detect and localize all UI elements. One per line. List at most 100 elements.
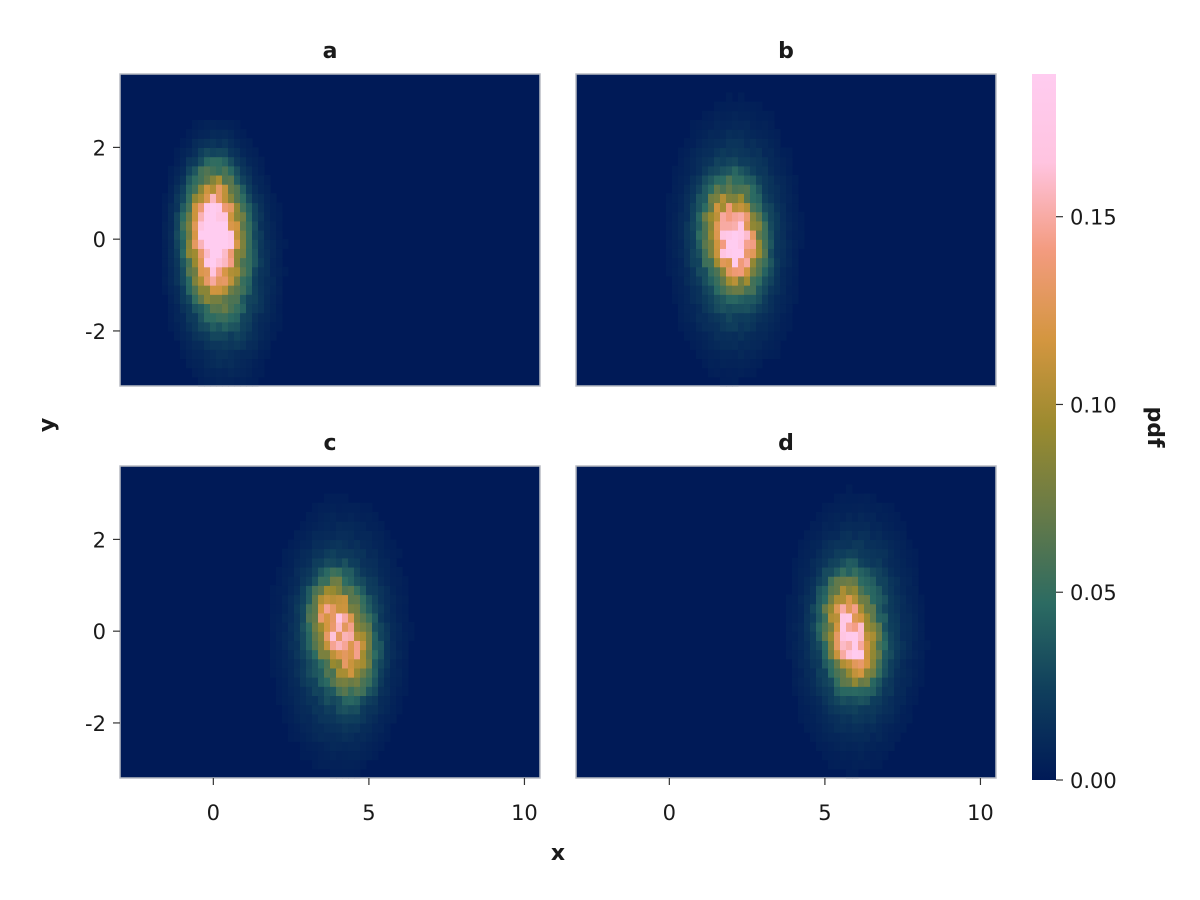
heatmap-cell xyxy=(348,649,355,660)
heatmap-cell xyxy=(858,622,865,632)
heatmap-cell xyxy=(216,266,223,277)
heatmap-cell xyxy=(864,704,871,715)
heatmap-cell xyxy=(234,220,241,231)
heatmap-cell xyxy=(678,156,685,167)
heatmap-cell xyxy=(918,649,925,660)
heatmap-cell xyxy=(852,493,859,504)
heatmap-cell xyxy=(768,147,775,158)
heatmap-cell xyxy=(894,585,901,596)
heatmap-cell xyxy=(786,202,793,213)
heatmap-cell xyxy=(378,585,385,596)
heatmap-cell xyxy=(252,147,259,158)
heatmap-cell xyxy=(756,184,763,194)
heatmap-cell xyxy=(732,358,739,369)
heatmap-cell xyxy=(738,294,745,305)
heatmap-cell xyxy=(762,202,769,213)
heatmap-cell xyxy=(720,257,727,268)
heatmap-cell xyxy=(390,557,397,568)
heatmap-cell xyxy=(234,119,241,130)
heatmap-cell xyxy=(264,312,271,323)
heatmap-cell xyxy=(252,248,259,259)
heatmap-cell xyxy=(180,165,187,176)
heatmap-cell xyxy=(204,257,211,268)
heatmap-cell xyxy=(390,566,397,577)
heatmap-cell xyxy=(318,750,325,761)
heatmap-cell xyxy=(390,594,397,605)
heatmap-cell xyxy=(726,156,733,167)
heatmap-cell xyxy=(228,340,235,350)
heatmap-cell xyxy=(858,502,865,513)
heatmap-cell xyxy=(708,275,715,286)
heatmap-cell xyxy=(342,557,349,568)
heatmap-cell xyxy=(216,367,223,378)
heatmap-cell xyxy=(204,367,211,378)
heatmap-cell xyxy=(264,211,271,222)
heatmap-cell xyxy=(384,704,391,715)
heatmap-cell xyxy=(282,667,289,678)
heatmap-cell xyxy=(288,640,295,651)
heatmap-cell xyxy=(774,321,781,332)
heatmap-cell xyxy=(240,367,247,378)
heatmap-cell xyxy=(354,695,361,706)
heatmap-cell xyxy=(690,211,697,222)
heatmap-cell xyxy=(714,193,721,204)
heatmap-cell xyxy=(270,603,277,614)
heatmap-cell xyxy=(372,521,379,531)
heatmap-cell xyxy=(318,640,325,651)
heatmap-cell xyxy=(798,612,805,623)
heatmap-cell xyxy=(732,101,739,112)
heatmap-cell xyxy=(264,239,271,249)
heatmap-cell xyxy=(396,686,403,697)
heatmap-cell xyxy=(858,732,865,742)
heatmap-cell xyxy=(390,548,397,559)
heatmap-cell xyxy=(210,266,217,277)
heatmap-cell xyxy=(312,548,319,559)
heatmap-cell xyxy=(756,321,763,332)
heatmap-cell xyxy=(696,202,703,213)
heatmap-cell xyxy=(726,202,733,213)
heatmap-cell xyxy=(258,174,265,185)
heatmap-cell xyxy=(876,667,883,678)
heatmap-cell xyxy=(828,686,835,697)
heatmap-cell xyxy=(714,367,721,378)
heatmap-cell xyxy=(342,640,349,651)
heatmap-cell xyxy=(858,493,865,504)
heatmap-cell xyxy=(276,603,283,614)
heatmap-cell xyxy=(690,257,697,268)
heatmap-cell xyxy=(252,156,259,167)
heatmap-cell xyxy=(702,340,709,350)
heatmap-cell xyxy=(720,321,727,332)
heatmap-cell xyxy=(846,649,853,660)
heatmap-cell xyxy=(204,193,211,204)
heatmap-cell xyxy=(834,530,841,541)
heatmap-cell xyxy=(870,741,877,752)
heatmap-cell xyxy=(324,557,331,568)
heatmap-cell xyxy=(336,713,343,724)
heatmap-cell xyxy=(840,530,847,541)
heatmap-cell xyxy=(912,695,919,706)
heatmap-cell xyxy=(372,640,379,651)
heatmap-cell xyxy=(738,101,745,112)
heatmap-cell xyxy=(672,202,679,213)
heatmap-cell xyxy=(906,686,913,697)
heatmap-cell xyxy=(240,165,247,176)
heatmap-cell xyxy=(300,521,307,531)
heatmap-cell xyxy=(294,622,301,632)
panel-title: b xyxy=(778,39,794,64)
heatmap-cell xyxy=(870,750,877,761)
heatmap-cell xyxy=(750,303,757,314)
heatmap-cell xyxy=(696,211,703,222)
heatmap-cell xyxy=(204,220,211,231)
heatmap-cell xyxy=(282,239,289,249)
heatmap-cell xyxy=(846,603,853,614)
y-tick-label: -2 xyxy=(85,320,106,344)
heatmap-cell xyxy=(390,667,397,678)
heatmap-cell xyxy=(300,576,307,586)
heatmap-cell xyxy=(708,202,715,213)
heatmap-cell xyxy=(876,704,883,715)
heatmap-cell xyxy=(198,257,205,268)
heatmap-cell xyxy=(294,713,301,724)
heatmap-cell xyxy=(312,631,319,641)
heatmap-cell xyxy=(336,732,343,742)
heatmap-cell xyxy=(324,511,331,522)
